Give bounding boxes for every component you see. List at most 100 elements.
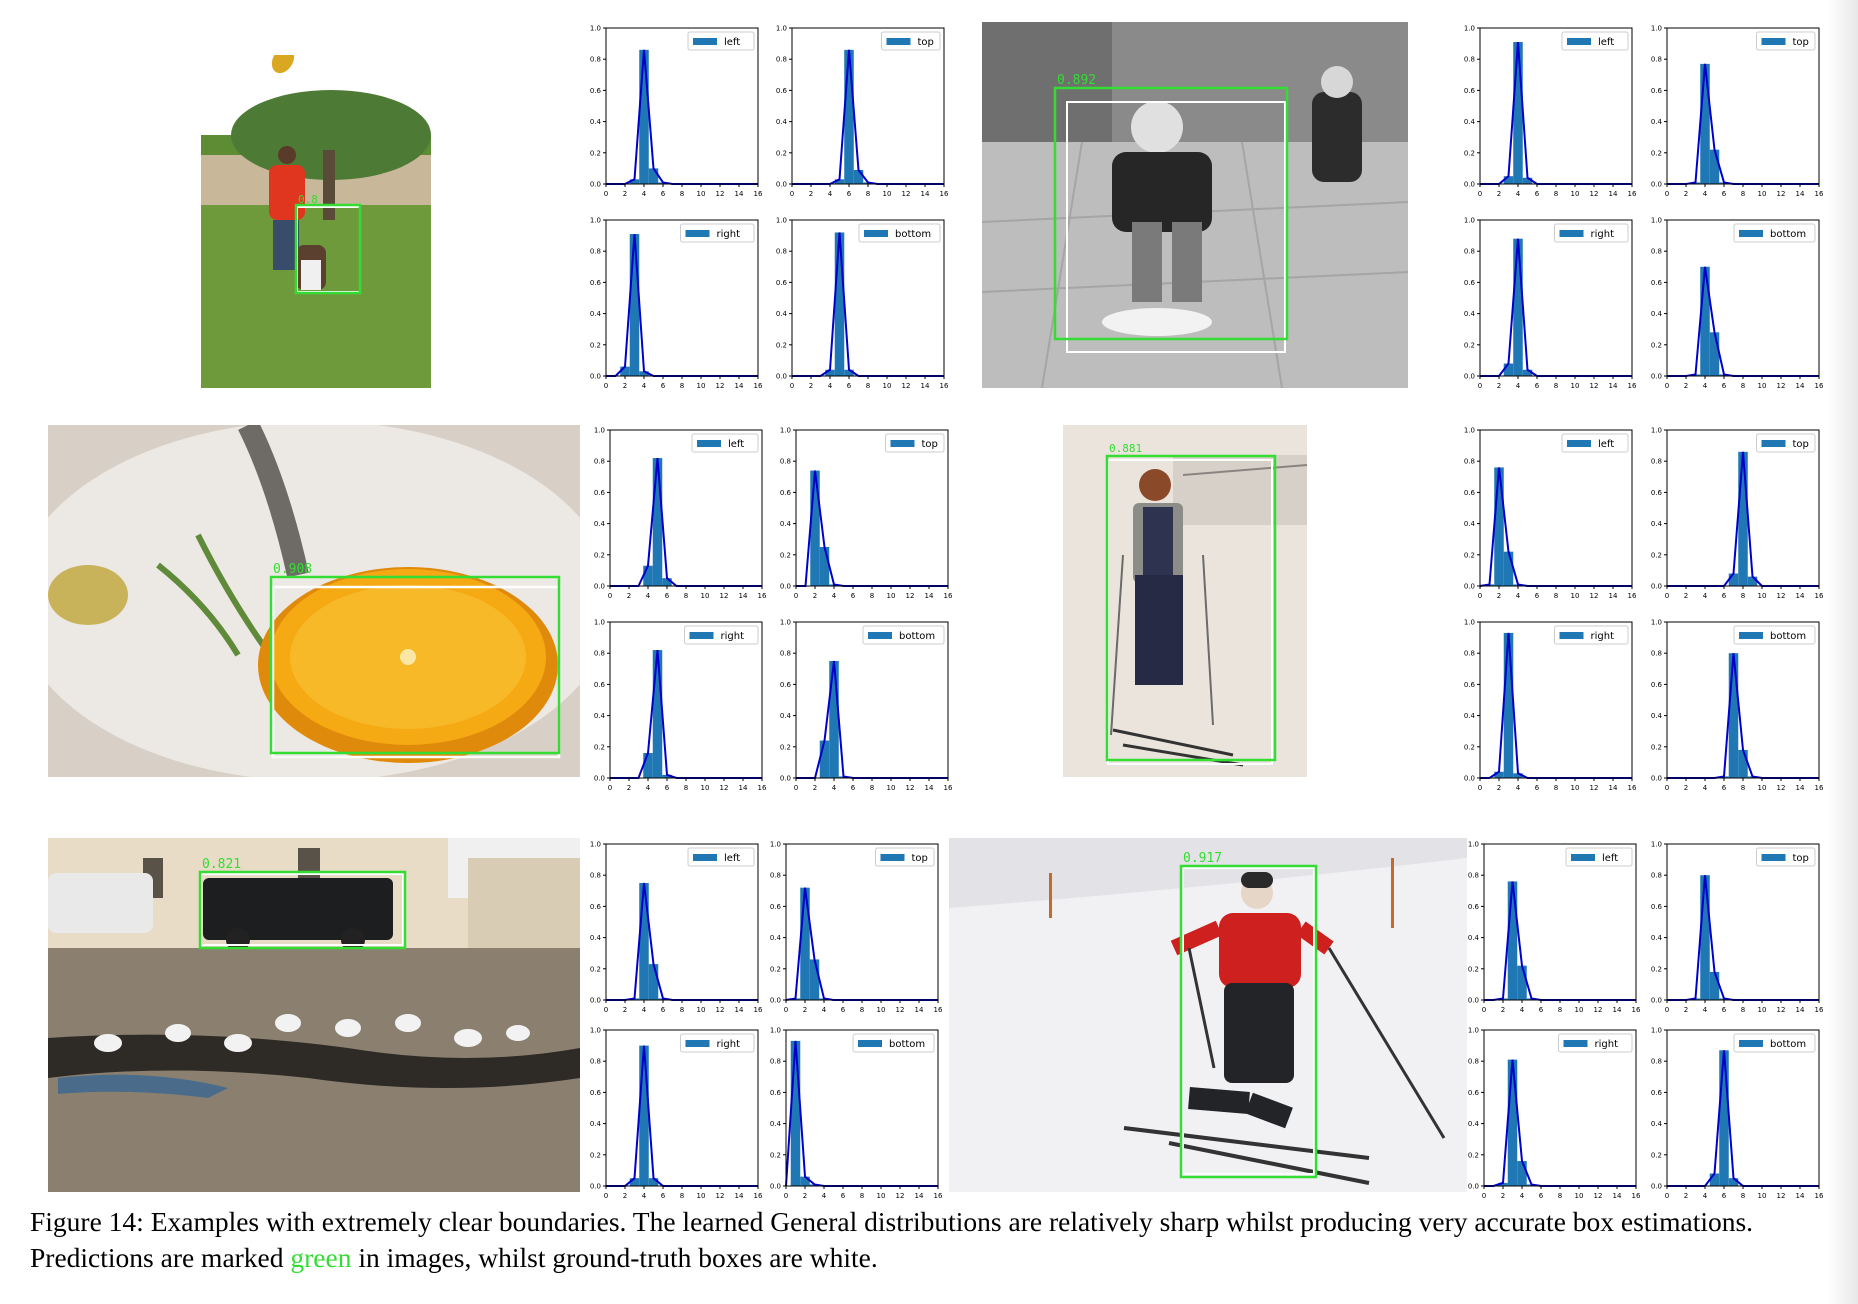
chart-skateboarder-right-xtick-label: 14 [1609,382,1618,390]
chart-orange-top-svg: 0.0 0.2 0.4 0.6 0.8 1.0 0 2 4 6 8 10 12 14 16 top [780,427,953,601]
chart-skier-red-bottom-ytick-label: 0.8 [1651,1058,1662,1066]
chart-orange-left-xtick-label: 10 [701,592,710,600]
chart-skateboarder-right-ytick-label: 1.0 [1464,217,1475,225]
chart-truck-bottom-legend-swatch [858,1040,882,1047]
chart-orange-bottom-line [796,660,948,779]
chart-orange-bottom-legend-label: bottom [899,631,935,642]
chart-truck-top-xtick-label: 16 [934,1006,943,1014]
chart-skier-girl-right-frame [1479,621,1633,779]
chart-skier-red-top-line [1667,875,1819,1001]
chart-skier-girl-left: 0.0 0.2 0.4 0.6 0.8 1.0 0 2 4 6 8 10 12 14 16 left [1456,424,1637,604]
chart-dog-left-bar-4 [639,49,649,185]
chart-orange-top-ytick-label: 0.6 [780,489,792,497]
chart-skateboarder-right-xtick-label: 10 [1571,382,1580,390]
chart-skier-red-right-xtick-label: 6 [1539,1192,1544,1200]
chart-truck-top-legend-swatch [880,854,905,861]
chart-truck-right-xtick-label: 6 [661,1192,666,1200]
chart-skateboarder-left-xtick-label: 14 [1609,190,1618,198]
chart-truck-left: 0.0 0.2 0.4 0.6 0.8 1.0 0 2 4 6 8 10 12 14 16 left [582,838,763,1018]
photo-orange: 0.908 [48,425,580,777]
chart-dog-top-legend-label: top [918,37,934,48]
chart-skateboarder-bottom-xtick-label: 10 [1758,382,1767,390]
chart-skateboarder-bottom-bar-5 [1709,332,1720,376]
chart-skateboarder-right-xtick-label: 2 [1497,382,1501,390]
chart-skateboarder-bottom-legend-swatch [1739,230,1763,237]
chart-skateboarder-top-ytick-label: 0.4 [1651,118,1663,126]
chart-dog-left-bar-3 [629,179,640,184]
chart-skateboarder-bottom-ytick-label: 0.8 [1651,248,1662,256]
chart-skier-girl-left-legend-label: left [1598,439,1614,450]
chart-orange-bottom-xtick-label: 10 [887,784,896,792]
chart-skateboarder-top-legend-swatch [1761,38,1786,45]
chart-orange-right-ytick-label: 0.0 [594,775,605,783]
chart-dog-top-xtick-label: 8 [866,190,870,198]
chart-skateboarder-left: 0.0 0.2 0.4 0.6 0.8 1.0 0 2 4 6 8 10 12 14 16 left [1456,22,1637,202]
chart-orange-top-xtick-label: 8 [870,592,874,600]
chart-orange-right-legend-swatch [689,632,714,639]
chart-orange-left-legend: left [691,433,759,453]
chart-skier-red-bottom-legend-swatch [1739,1040,1763,1047]
chart-skier-girl-top-ytick-label: 0.2 [1651,551,1662,559]
chart-skateboarder-right-xtick-label: 0 [1478,382,1482,390]
chart-skier-girl-bottom-ytick-label: 0.2 [1651,743,1662,751]
chart-orange-right-ytick-label: 0.2 [594,743,605,751]
chart-orange-left-bar-4 [643,565,653,586]
chart-truck-bottom-xtick-label: 6 [841,1192,846,1200]
chart-skier-girl-right-xtick-label: 12 [1590,784,1599,792]
chart-skier-girl-right-bar-4 [1513,773,1523,778]
chart-skier-red-bottom-frame [1666,1029,1820,1187]
chart-skateboarder-bottom-bar-4 [1700,266,1710,376]
chart-dog-right-svg: 0.0 0.2 0.4 0.6 0.8 1.0 0 2 4 6 8 10 12 14 16 right [590,217,763,391]
chart-skateboarder-top-legend: top [1756,31,1816,51]
chart-skateboarder-bottom-line [1667,266,1819,377]
chart-skier-red-top-ytick-label: 0.8 [1651,872,1662,880]
chart-skateboarder-right-svg: 0.0 0.2 0.4 0.6 0.8 1.0 0 2 4 6 8 10 12 14 16 right [1464,217,1637,391]
chart-orange-left-bar-5 [652,458,663,586]
chart-skateboarder-right-bar-4 [1513,238,1523,376]
chart-truck-top-xtick-label: 8 [860,1006,864,1014]
chart-truck-left-bar-5 [648,964,659,1000]
chart-orange-left-xtick-label: 12 [720,592,729,600]
chart-skateboarder-bottom-frame [1666,219,1820,377]
chart-orange-left-xtick-label: 2 [627,592,631,600]
chart-dog-right-xtick-label: 10 [697,382,706,390]
chart-orange-top-xtick-label: 16 [944,592,953,600]
chart-skier-red-bottom-svg: 0.0 0.2 0.4 0.6 0.8 1.0 0 2 4 6 8 10 12 14 16 bottom [1651,1027,1824,1201]
chart-skier-red-left-xtick-label: 2 [1501,1006,1505,1014]
chart-skier-girl-right-xtick-label: 16 [1628,784,1637,792]
chart-dog-right-bar-2 [620,366,630,376]
chart-skier-girl-top-bar-9 [1747,576,1758,586]
chart-dog-bottom-legend-swatch [864,230,888,237]
chart-dog-left-ytick-label: 0.2 [590,149,601,157]
chart-skier-girl-right-xtick-label: 8 [1554,784,1558,792]
chart-skier-red-left-xtick-label: 8 [1558,1006,1562,1014]
chart-skateboarder-right-ytick-label: 0.0 [1464,373,1475,381]
chart-skier-girl-bottom-ytick-label: 0.8 [1651,650,1662,658]
chart-skateboarder-right-xtick-label: 12 [1590,382,1599,390]
chart-skier-girl-right-xtick-label: 14 [1609,784,1618,792]
chart-dog-bottom-xtick-label: 16 [940,382,949,390]
chart-skier-red-top-xtick-label: 2 [1684,1006,1688,1014]
chart-truck-bottom-xtick-label: 8 [860,1192,864,1200]
chart-orange-bottom-bar-3 [819,740,830,778]
chart-skateboarder-top-xtick-label: 6 [1722,190,1727,198]
chart-dog-top-bar-7 [853,169,864,184]
chart-skier-girl-bottom-legend: bottom [1733,625,1816,645]
chart-truck-left-legend-swatch [693,854,717,861]
chart-skier-red-left-xtick-label: 10 [1575,1006,1584,1014]
chart-dog-right-frame [605,219,759,377]
chart-skateboarder-right-legend: right [1554,223,1629,243]
chart-skateboarder-top-legend-label: top [1793,37,1809,48]
chart-skier-girl-left-ytick-label: 1.0 [1464,427,1475,435]
chart-skier-girl-right-xtick-label: 0 [1478,784,1482,792]
chart-orange-top-xtick-label: 2 [813,592,817,600]
chart-skier-girl-bottom-ytick-label: 1.0 [1651,619,1662,627]
chart-truck-bottom-bar-1 [790,1040,801,1186]
photo-skier-girl-image: 0.881 [1063,425,1307,777]
chart-skateboarder-right-ytick-label: 0.6 [1464,279,1476,287]
chart-skier-girl-bottom-ytick-label: 0.0 [1651,775,1662,783]
chart-truck-left-ytick-label: 0.8 [590,872,601,880]
chart-dog-bottom-frame [791,219,945,377]
chart-skateboarder-right-frame [1479,219,1633,377]
chart-skier-girl-left-xtick-label: 10 [1571,592,1580,600]
